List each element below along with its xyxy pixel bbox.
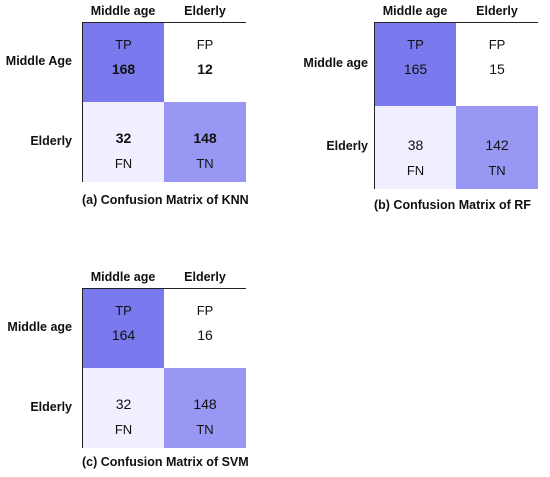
cell-value: 142 [485,137,509,153]
matrix-cell: TN 148 [164,368,246,448]
chart-title: (a) Confusion Matrix of KNN [82,193,249,207]
cell-label: TN [488,163,506,178]
matrix-cell: TP 164 [83,289,164,368]
matrix-cell: FN 32 [83,102,164,182]
cell-value: 38 [407,137,424,153]
row-header: Middle age [7,320,72,334]
matrix-cell: FN 32 [83,368,164,448]
cell-value: 32 [115,130,132,146]
cell-value: 164 [111,327,136,343]
matrix-grid: TP 168 FP 12 FN 32 TN 148 [82,22,246,182]
cell-value: 32 [115,396,132,412]
cell-label: FP [488,37,506,52]
row-header: Middle Age [5,54,72,68]
column-header: Elderly [184,270,226,284]
cell-label: FN [406,163,425,178]
cell-value: 15 [489,61,505,77]
matrix-cell: FP 16 [164,289,246,368]
cell-label: FN [114,422,133,437]
cell-label: TP [115,37,132,52]
matrix-cell: TN 142 [456,105,538,189]
matrix-cell: FP 12 [164,23,246,102]
column-header: Elderly [184,4,226,18]
matrix-cell: TP 165 [375,23,456,106]
row-header: Elderly [30,134,72,148]
matrix-cell: TP 168 [83,23,164,102]
column-header: Middle age [90,270,156,284]
cell-label: TP [115,303,132,318]
cell-label: FP [196,37,214,52]
cell-value: 148 [193,396,217,412]
row-header: Elderly [326,139,368,154]
chart-title: (c) Confusion Matrix of SVM [82,455,249,469]
cell-label: TP [407,37,424,52]
matrix-cell: FP 15 [456,23,538,106]
matrix-grid: TP 164 FP 16 FN 32 TN 148 [82,288,246,448]
column-header: Elderly [476,4,518,18]
cell-value: 165 [403,61,428,77]
cell-value: 148 [193,130,217,146]
cell-value: 12 [197,61,213,77]
row-header: Middle age [303,55,368,70]
chart-title: (b) Confusion Matrix of RF [374,198,531,212]
cell-value: 168 [111,61,136,77]
matrix-cell: FN 38 [375,105,456,189]
row-header: Elderly [30,400,72,414]
column-header: Middle age [90,4,156,18]
matrix-grid: TP 165 FP 15 FN 38 TN 142 [374,22,538,189]
cell-value: 16 [197,327,213,343]
cell-label: TN [196,156,214,171]
matrix-cell: TN 148 [164,102,246,182]
cell-label: TN [196,422,214,437]
column-header: Middle age [382,4,448,18]
cell-label: FP [196,303,214,318]
cell-label: FN [114,156,133,171]
